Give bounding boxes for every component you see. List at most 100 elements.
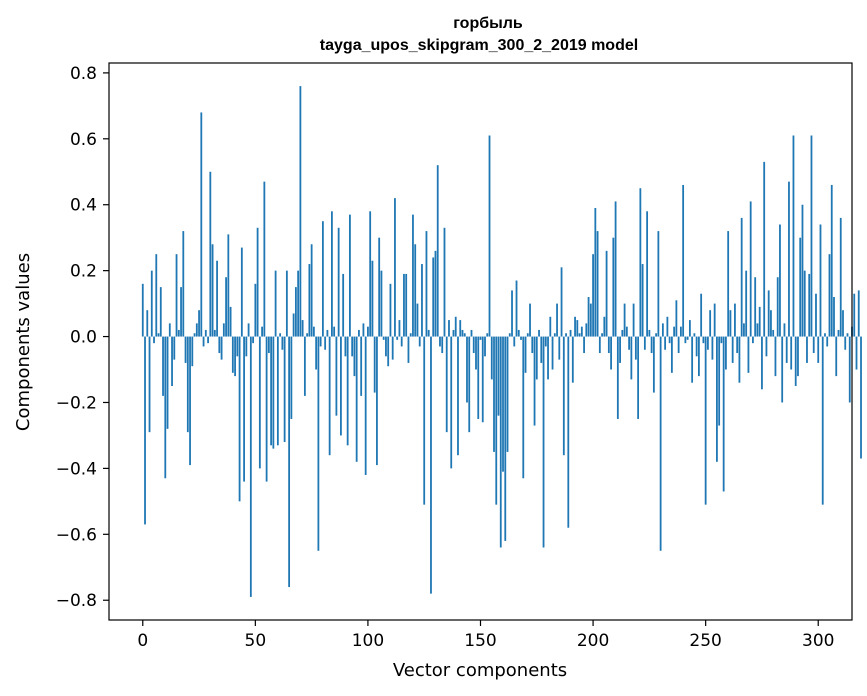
bar: [189, 336, 191, 466]
bar: [423, 336, 426, 505]
bar: [405, 273, 408, 337]
bar: [432, 257, 435, 337]
bar: [263, 181, 266, 337]
bar: [517, 329, 520, 337]
bar: [657, 231, 660, 337]
bar: [144, 336, 146, 525]
bar: [781, 336, 784, 403]
bar: [245, 336, 248, 357]
bar: [698, 336, 700, 377]
bar: [686, 336, 689, 340]
y-tick-label: 0.8: [70, 64, 97, 84]
bar: [425, 231, 428, 337]
bar: [349, 214, 351, 337]
bar: [499, 336, 502, 548]
bar: [526, 333, 529, 337]
bar: [470, 329, 473, 337]
bar: [853, 293, 856, 337]
bar: [294, 287, 297, 337]
bar: [367, 326, 369, 337]
bar: [659, 336, 662, 551]
bar: [387, 336, 390, 367]
bar: [736, 336, 739, 354]
bar: [168, 323, 171, 337]
bar: [416, 303, 419, 337]
bar: [439, 336, 441, 347]
bar: [761, 336, 763, 390]
bar: [826, 336, 829, 347]
x-tick-label: 200: [577, 631, 609, 651]
bar: [396, 336, 399, 340]
bar: [756, 323, 759, 337]
bar: [806, 336, 808, 363]
bar: [409, 333, 412, 337]
chart-title: горбыль: [453, 15, 523, 32]
bar: [371, 260, 374, 337]
bar: [468, 336, 471, 433]
bar: [720, 336, 723, 344]
bar: [504, 336, 507, 541]
bar: [547, 336, 549, 380]
bar: [578, 333, 581, 337]
bar: [846, 333, 849, 337]
bar: [315, 336, 318, 370]
bar: [198, 310, 200, 337]
bar: [749, 201, 752, 337]
bar: [567, 336, 570, 528]
bar: [391, 336, 394, 360]
bar: [743, 323, 745, 337]
bar: [272, 336, 275, 449]
bar: [319, 336, 322, 347]
bar: [454, 316, 457, 337]
bar: [477, 336, 480, 419]
bar: [722, 336, 725, 492]
bar: [628, 336, 630, 350]
bar: [495, 336, 498, 505]
bar: [664, 336, 667, 350]
bar: [276, 336, 279, 446]
bar: [610, 336, 612, 370]
bar: [524, 336, 527, 373]
bar: [153, 336, 155, 344]
bar: [324, 336, 327, 350]
bar: [218, 336, 221, 354]
bar: [159, 287, 162, 337]
bar: [860, 336, 862, 459]
bar: [141, 283, 144, 337]
y-tick-label: 0.2: [70, 262, 97, 282]
bar: [479, 336, 482, 340]
bar: [607, 336, 610, 354]
bar: [376, 336, 378, 466]
bar: [596, 231, 599, 337]
bar: [844, 336, 847, 350]
bar: [463, 333, 466, 337]
bar: [445, 336, 448, 433]
bar: [857, 290, 860, 337]
bar: [707, 336, 709, 350]
bar: [661, 323, 664, 337]
bar: [486, 333, 489, 337]
bar: [691, 336, 694, 383]
y-tick-label: 0.6: [70, 130, 97, 150]
bar: [675, 300, 678, 337]
bar: [301, 320, 304, 337]
bar: [513, 336, 516, 347]
bar: [700, 293, 703, 337]
bar: [677, 336, 680, 354]
bar: [670, 336, 673, 373]
bar: [299, 86, 302, 337]
bar: [594, 208, 597, 337]
bar: [646, 211, 649, 337]
bar: [459, 320, 462, 337]
bar: [565, 333, 567, 337]
bar: [529, 303, 531, 337]
bar: [346, 336, 349, 446]
bar: [792, 135, 795, 337]
bar: [713, 303, 716, 337]
y-tick-label: −0.8: [56, 591, 97, 611]
x-tick-label: 50: [245, 631, 267, 651]
bar: [601, 333, 603, 337]
bar-series: [141, 86, 862, 597]
bar: [788, 181, 790, 337]
bar: [290, 336, 293, 419]
